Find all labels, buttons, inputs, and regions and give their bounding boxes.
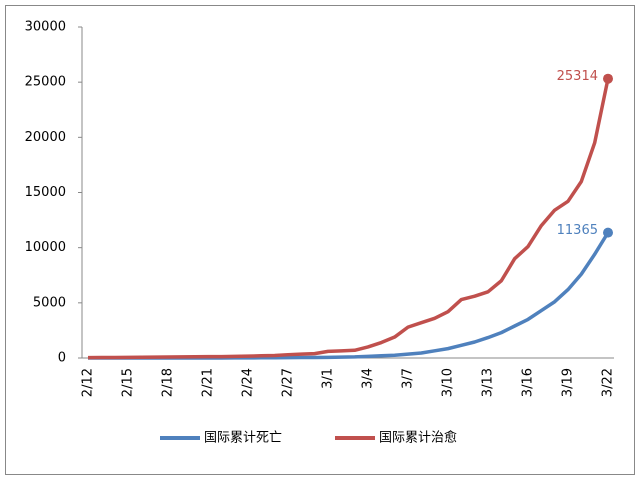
end-marker (603, 73, 613, 84)
x-tick-label: 2/18 (161, 368, 176, 397)
x-tick-label: 3/13 (481, 368, 496, 397)
x-tick-label: 3/1 (321, 368, 336, 389)
data-label: 11365 (557, 223, 598, 238)
data-label: 25314 (557, 69, 598, 84)
end-marker (603, 227, 613, 238)
x-tick-label: 2/12 (81, 368, 96, 397)
x-tick-label: 3/16 (521, 368, 536, 397)
x-tick-label: 2/27 (281, 368, 296, 397)
y-tick-label: 10000 (25, 240, 66, 255)
y-tick-label: 25000 (25, 75, 66, 90)
y-tick-label: 5000 (33, 295, 66, 310)
x-tick-label: 2/21 (201, 368, 216, 397)
legend-label: 国际累计治愈 (379, 431, 457, 446)
x-tick-label: 2/24 (241, 368, 256, 397)
x-tick-label: 3/10 (441, 368, 456, 397)
x-tick-label: 3/4 (361, 368, 376, 389)
legend-label: 国际累计死亡 (204, 431, 282, 446)
x-tick-label: 3/22 (601, 368, 616, 397)
x-tick-label: 2/15 (121, 368, 136, 397)
chart-frame (5, 5, 635, 475)
x-tick-label: 3/7 (401, 368, 416, 389)
series-line (87, 78, 610, 360)
x-tick-label: 3/19 (561, 368, 576, 397)
y-tick-label: 20000 (25, 130, 66, 145)
y-tick-label: 15000 (25, 185, 66, 200)
y-tick-label: 0 (58, 351, 66, 366)
y-tick-label: 30000 (25, 20, 66, 35)
